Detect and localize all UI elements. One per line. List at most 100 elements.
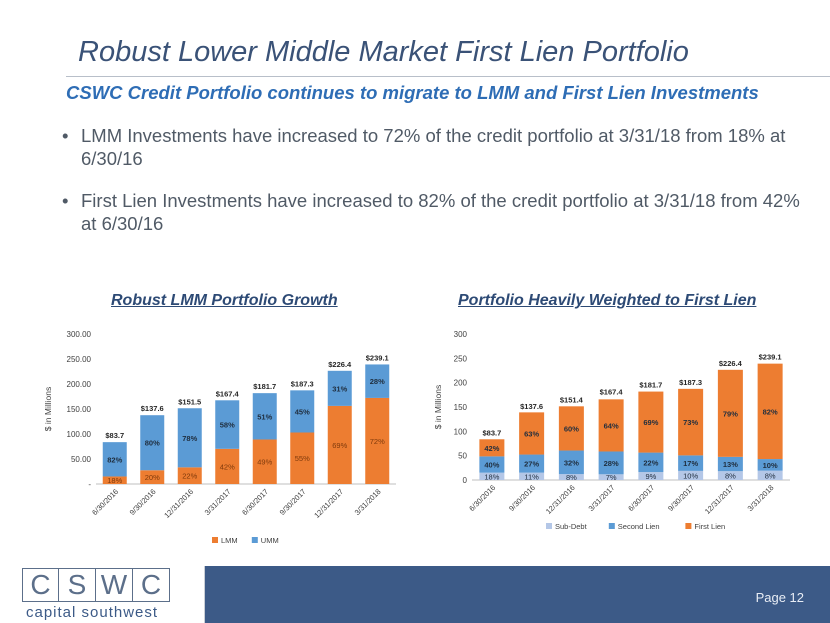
logo-letters: C S W C — [22, 568, 170, 602]
data-label: 17% — [683, 459, 698, 468]
data-label: 28% — [370, 377, 385, 386]
y-tick-label: 250.00 — [67, 355, 92, 364]
y-tick-label: 250 — [454, 354, 468, 363]
y-tick-label: 50.00 — [71, 455, 92, 464]
logo-text: capital southwest — [26, 604, 159, 621]
bar-segment-lmm — [102, 476, 127, 484]
x-tick-label: 3/31/2018 — [746, 483, 776, 513]
x-tick-label: 12/31/2017 — [312, 487, 345, 520]
bullet-item: LMM Investments have increased to 72% of… — [60, 124, 800, 170]
y-axis-label: $ in Millions — [433, 385, 443, 429]
data-label: 64% — [604, 421, 619, 430]
logo-letter: W — [96, 568, 133, 602]
logo-letter: C — [22, 568, 59, 602]
data-label: 60% — [564, 424, 579, 433]
data-label: 8% — [566, 473, 577, 482]
x-tick-label: 12/31/2016 — [544, 483, 577, 516]
y-tick-label: 150 — [454, 403, 468, 412]
data-label: 27% — [524, 460, 539, 469]
bar-segment-lmm — [290, 432, 315, 484]
data-label: 69% — [643, 418, 658, 427]
y-tick-label: - — [88, 480, 91, 489]
page-subtitle: CSWC Credit Portfolio continues to migra… — [66, 82, 759, 103]
bar-segment-first-lien — [717, 369, 743, 457]
y-tick-label: 50 — [458, 452, 467, 461]
data-label: 63% — [524, 429, 539, 438]
bar-segment-second-lien — [638, 452, 664, 473]
legend-swatch — [608, 523, 615, 529]
bar-segment-sub-debt — [757, 470, 783, 480]
bar-segment-sub-debt — [638, 472, 664, 480]
data-label: 58% — [220, 421, 235, 430]
total-label: $181.7 — [253, 382, 276, 391]
total-label: $83.7 — [105, 431, 124, 440]
legend-label: Sub-Debt — [555, 522, 588, 531]
total-label: $239.1 — [759, 353, 782, 362]
y-tick-label: 300 — [454, 330, 468, 339]
data-label: 82% — [107, 455, 122, 464]
bar-segment-umm — [365, 364, 390, 398]
company-logo: C S W C capital southwest — [0, 566, 205, 623]
lmm-growth-chart: $ in Millions - 50.00 100.00 150.00 200.00 250… — [43, 330, 396, 545]
bar-segment-sub-debt — [678, 470, 704, 480]
x-tick-label: 9/30/2016 — [128, 487, 158, 517]
total-label: $187.3 — [679, 378, 702, 387]
bar-segment-first-lien — [479, 439, 505, 457]
bar-segment-second-lien — [558, 450, 584, 475]
bar-segment-second-lien — [479, 456, 505, 473]
bar-segment-umm — [290, 390, 315, 433]
data-label: 42% — [484, 444, 499, 453]
data-label: 32% — [564, 458, 579, 467]
bar-segment-lmm — [327, 405, 352, 484]
x-tick-label: 9/30/2017 — [278, 487, 308, 517]
page-title: Robust Lower Middle Market First Lien Po… — [78, 36, 689, 68]
data-label: 45% — [295, 407, 310, 416]
bar-segment-umm — [140, 415, 165, 471]
y-tick-label: 300.00 — [67, 330, 92, 339]
x-tick-label: 3/31/2018 — [353, 487, 383, 517]
data-label: 51% — [257, 412, 272, 421]
legend-swatch — [546, 523, 552, 529]
bar-segment-umm — [327, 370, 352, 406]
data-label: 28% — [604, 459, 619, 468]
bar-segment-first-lien — [638, 391, 664, 453]
data-label: 72% — [370, 437, 385, 446]
y-tick-label: 200.00 — [67, 380, 92, 389]
bar-segment-first-lien — [678, 388, 704, 456]
bar-segment-lmm — [215, 448, 240, 484]
x-tick-label: 3/31/2017 — [587, 483, 617, 513]
total-label: $137.6 — [520, 402, 543, 411]
x-tick-label: 12/31/2016 — [162, 487, 195, 520]
x-tick-label: 3/31/2017 — [203, 487, 233, 517]
bar-segment-lmm — [365, 397, 390, 484]
y-tick-label: 200 — [454, 379, 468, 388]
bar-segment-sub-debt — [717, 471, 743, 480]
data-label: 9% — [645, 472, 656, 481]
logo-letter: S — [59, 568, 96, 602]
bar-segment-second-lien — [519, 454, 545, 473]
total-label: $167.4 — [600, 388, 624, 397]
page-number: Page 12 — [755, 590, 804, 605]
bar-segment-second-lien — [598, 451, 624, 475]
data-label: 31% — [332, 384, 347, 393]
y-tick-label: 0 — [463, 476, 468, 485]
y-tick-label: 150.00 — [67, 405, 92, 414]
lien-weight-chart: $ in Millions 0 50 100 150 200 250 300 18% 40% 42%… — [433, 330, 790, 531]
data-label: 22% — [643, 458, 658, 467]
x-tick-label: 6/30/2017 — [240, 487, 270, 517]
data-label: 10% — [763, 461, 778, 470]
x-tick-label: 6/30/2016 — [90, 487, 120, 517]
x-tick-label: 12/31/2017 — [703, 483, 736, 516]
data-label: 69% — [332, 441, 347, 450]
legend-swatch — [251, 537, 258, 543]
bar-segment-sub-debt — [598, 474, 624, 480]
total-label: $181.7 — [639, 381, 662, 390]
data-label: 11% — [524, 472, 539, 481]
data-label: 8% — [725, 472, 736, 481]
logo-letter: C — [133, 568, 170, 602]
data-label: 55% — [295, 454, 310, 463]
bar-segment-sub-debt — [558, 474, 584, 480]
bar-segment-sub-debt — [519, 472, 545, 480]
data-label: 20% — [145, 473, 160, 482]
total-label: $151.5 — [178, 397, 201, 406]
